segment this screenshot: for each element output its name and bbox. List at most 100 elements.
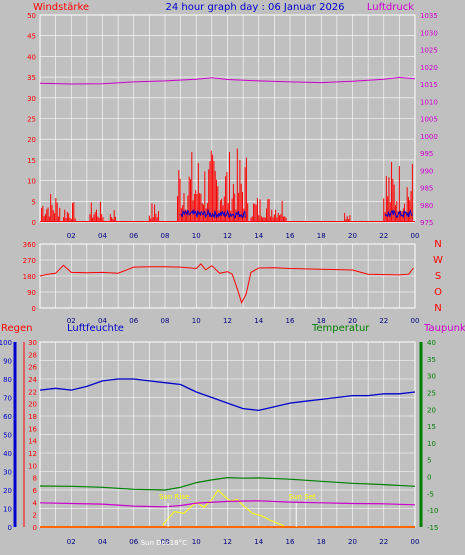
rain-y-tick: 22 bbox=[28, 388, 37, 396]
climate-panel-x-tick: 04 bbox=[98, 538, 107, 546]
pressure-y-tick: 975 bbox=[420, 219, 433, 227]
wind-y-tick: 10 bbox=[27, 178, 36, 186]
rain-y-tick: 8 bbox=[33, 475, 37, 483]
humidity-y-tick: 40 bbox=[3, 450, 12, 458]
wind-y-tick: 15 bbox=[27, 157, 36, 165]
direction-panel-x-tick: 12 bbox=[223, 317, 232, 325]
humidity-line bbox=[39, 378, 416, 412]
wind-y-tick: 50 bbox=[27, 12, 36, 20]
climate-panel-x-tick: 02 bbox=[67, 538, 76, 546]
rain-y-tick: 16 bbox=[28, 425, 37, 433]
wind-panel-x-tick: 12 bbox=[223, 232, 232, 240]
direction-panel-x-tick: 08 bbox=[161, 317, 170, 325]
rain-axis-title: Regen bbox=[1, 323, 33, 334]
rain-y-tick: 18 bbox=[28, 413, 37, 421]
rain-y-tick: 24 bbox=[28, 376, 37, 384]
direction-panel-x-tick: 02 bbox=[67, 317, 76, 325]
direction-y-tick: 270 bbox=[23, 257, 36, 265]
temperature-y-tick: -10 bbox=[427, 507, 438, 515]
humidity-y-tick: 70 bbox=[3, 395, 12, 403]
direction-panel-x-tick: 10 bbox=[192, 317, 201, 325]
direction-panel-x-tick: 16 bbox=[286, 317, 295, 325]
sunrise-label: Sun Rise bbox=[159, 493, 189, 501]
climate-panel-x-tick: 20 bbox=[348, 538, 357, 546]
direction-panel-x-tick: 18 bbox=[317, 317, 326, 325]
humidity-y-tick: 100 bbox=[0, 339, 12, 347]
climate-panel-x-tick: 22 bbox=[379, 538, 388, 546]
climate-panel-x-tick: 18 bbox=[317, 538, 326, 546]
pressure-y-tick: 990 bbox=[420, 167, 433, 175]
chart-title: 24 hour graph day : 06 Januar 2026 bbox=[165, 2, 344, 13]
pressure-y-tick: 995 bbox=[420, 150, 433, 158]
humidity-y-tick: 90 bbox=[3, 358, 12, 366]
temperature-axis-title: Temperatur bbox=[311, 323, 370, 334]
direction-y-tick: 360 bbox=[23, 241, 36, 249]
sun-declination-label: Sun Dec bbox=[141, 539, 170, 547]
direction-compass-label: S bbox=[435, 271, 441, 282]
rain-y-tick: 14 bbox=[28, 438, 37, 446]
wind-panel-x-tick: 04 bbox=[98, 232, 107, 240]
wind-y-tick: 45 bbox=[27, 33, 36, 41]
wind-panel-x-tick: 20 bbox=[348, 232, 357, 240]
wind-y-tick: 20 bbox=[27, 136, 36, 144]
temperature-y-tick: 5 bbox=[427, 457, 431, 465]
wind-panel-x-tick: 10 bbox=[192, 232, 201, 240]
wind-average-line bbox=[180, 208, 246, 219]
temperature-line bbox=[39, 476, 416, 491]
wind-panel-x-tick: 06 bbox=[129, 232, 138, 240]
pressure-y-tick: 1020 bbox=[420, 64, 438, 72]
sun-temperature-label: 18°C bbox=[170, 539, 187, 547]
direction-compass-label: N bbox=[434, 303, 441, 314]
direction-y-tick: 180 bbox=[23, 273, 36, 281]
wind-y-tick: 30 bbox=[27, 95, 36, 103]
pressure-axis-title: Luftdruck bbox=[367, 2, 414, 13]
pressure-y-tick: 1035 bbox=[420, 12, 438, 20]
direction-panel-x-tick: 06 bbox=[129, 317, 138, 325]
humidity-y-tick: 80 bbox=[3, 376, 12, 384]
humidity-y-tick: 50 bbox=[3, 432, 12, 440]
rain-y-tick: 10 bbox=[28, 462, 37, 470]
sunset-label: Sun Set bbox=[289, 493, 316, 501]
dewpoint-line bbox=[39, 500, 416, 508]
wind-axis-title: Windstärke bbox=[33, 2, 89, 13]
humidity-y-tick: 60 bbox=[3, 413, 12, 421]
dewpoint-axis-title: Taupunkt bbox=[423, 323, 465, 334]
pressure-y-tick: 1015 bbox=[420, 81, 438, 89]
wind-y-tick: 25 bbox=[27, 116, 36, 124]
temperature-y-tick: 35 bbox=[427, 356, 436, 364]
rain-y-tick: 2 bbox=[33, 512, 37, 520]
direction-y-tick: 90 bbox=[27, 289, 36, 297]
temperature-y-tick: -5 bbox=[427, 490, 434, 498]
direction-compass-label: W bbox=[433, 255, 443, 266]
rain-y-tick: 26 bbox=[28, 364, 37, 372]
temperature-y-tick: 25 bbox=[427, 389, 436, 397]
temperature-y-tick: 20 bbox=[427, 406, 436, 414]
wind-y-tick: 0 bbox=[32, 219, 36, 227]
wind-panel-x-tick: 02 bbox=[67, 232, 76, 240]
direction-compass-label: N bbox=[434, 239, 441, 250]
temperature-y-tick: 15 bbox=[427, 423, 436, 431]
wind-panel-x-tick: 14 bbox=[254, 232, 263, 240]
rain-y-tick: 20 bbox=[28, 401, 37, 409]
climate-panel-x-tick: 08 bbox=[161, 538, 170, 546]
rain-y-tick: 4 bbox=[33, 499, 38, 507]
temperature-y-tick: 0 bbox=[427, 474, 431, 482]
climate-panel-x-tick: 14 bbox=[254, 538, 263, 546]
temperature-y-tick: -15 bbox=[427, 524, 438, 532]
rain-y-tick: 28 bbox=[28, 351, 37, 359]
climate-panel-x-tick: 12 bbox=[223, 538, 232, 546]
climate-panel-x-tick: 10 bbox=[192, 538, 201, 546]
wind-y-tick: 5 bbox=[32, 198, 36, 206]
wind-average-line bbox=[384, 209, 413, 219]
wind-panel-x-tick: 00 bbox=[411, 232, 420, 240]
wind-panel-x-tick: 16 bbox=[286, 232, 295, 240]
temperature-y-tick: 40 bbox=[427, 339, 436, 347]
rain-y-tick: 12 bbox=[28, 450, 37, 458]
wind-panel-x-tick: 22 bbox=[379, 232, 388, 240]
wind-panel-x-tick: 08 bbox=[161, 232, 170, 240]
direction-panel-x-tick: 04 bbox=[98, 317, 107, 325]
direction-panel-x-tick: 22 bbox=[379, 317, 388, 325]
rain-y-tick: 30 bbox=[28, 339, 37, 347]
direction-panel-x-tick: 20 bbox=[348, 317, 357, 325]
pressure-y-tick: 985 bbox=[420, 185, 433, 193]
